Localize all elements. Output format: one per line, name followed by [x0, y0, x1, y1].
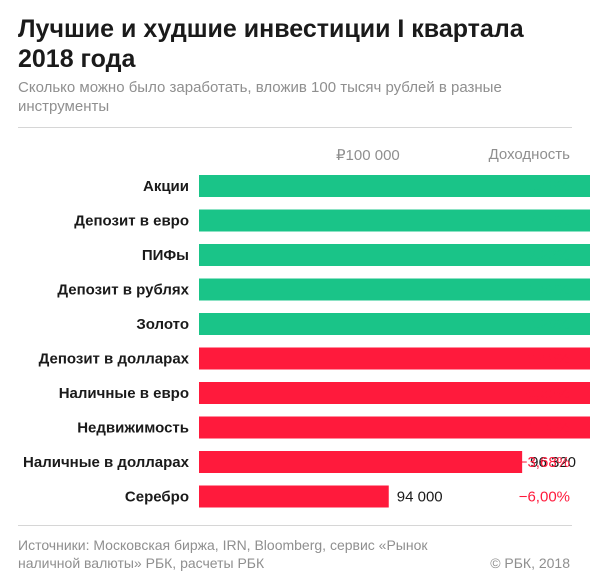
copyright: © РБК, 2018 — [490, 555, 570, 571]
bar-2 — [199, 244, 590, 266]
bottom-divider — [18, 525, 572, 526]
bar-3 — [199, 278, 590, 301]
category-label: Серебро — [125, 489, 189, 506]
category-label: Акции — [143, 178, 189, 195]
category-label: Депозит в евро — [74, 213, 189, 230]
return-label: −3,68% — [519, 454, 570, 471]
category-label: Депозит в рублях — [57, 282, 189, 299]
bar-4 — [199, 313, 590, 335]
category-label: Наличные в евро — [59, 385, 189, 402]
return-label: −1,00% — [519, 420, 570, 437]
return-label: −0,48% — [519, 351, 570, 368]
return-label: +5,48% — [519, 178, 570, 195]
category-label: Депозит в долларах — [39, 351, 190, 368]
bar-7 — [199, 416, 590, 439]
bar-8 — [199, 451, 523, 473]
chart-title: Лучшие и худшие инвестиции I квартала 20… — [18, 15, 524, 73]
yield-column-header: Доходность — [488, 146, 570, 163]
labels-group: Акции105 480+5,48%Депозит в евро102 460+… — [23, 178, 576, 506]
return-label: +0,26% — [519, 316, 570, 333]
return-label: −6,00% — [519, 489, 570, 506]
sources-note: Источники: Московская биржа, IRN, Bloomb… — [18, 537, 428, 571]
bar-9 — [199, 485, 389, 508]
return-label: +1,63% — [519, 282, 570, 299]
chart-subtitle: Сколько можно было заработать, вложив 10… — [18, 79, 502, 115]
bar-6 — [199, 382, 590, 404]
category-label: Недвижимость — [77, 420, 189, 437]
return-label: +2,23% — [519, 247, 570, 264]
bars-group — [199, 175, 590, 508]
return-label: +2,46% — [519, 213, 570, 230]
bar-1 — [199, 209, 590, 232]
reference-column-header: ₽100 000 — [336, 147, 400, 164]
top-divider — [18, 127, 572, 128]
value-label: 94 000 — [397, 489, 443, 506]
category-label: ПИФы — [142, 247, 189, 264]
bar-5 — [199, 347, 590, 370]
category-label: Золото — [136, 316, 189, 333]
return-label: −0,69% — [519, 385, 570, 402]
value-label: 96 320 — [530, 454, 576, 471]
category-label: Наличные в долларах — [23, 454, 190, 471]
bar-0 — [199, 175, 590, 197]
